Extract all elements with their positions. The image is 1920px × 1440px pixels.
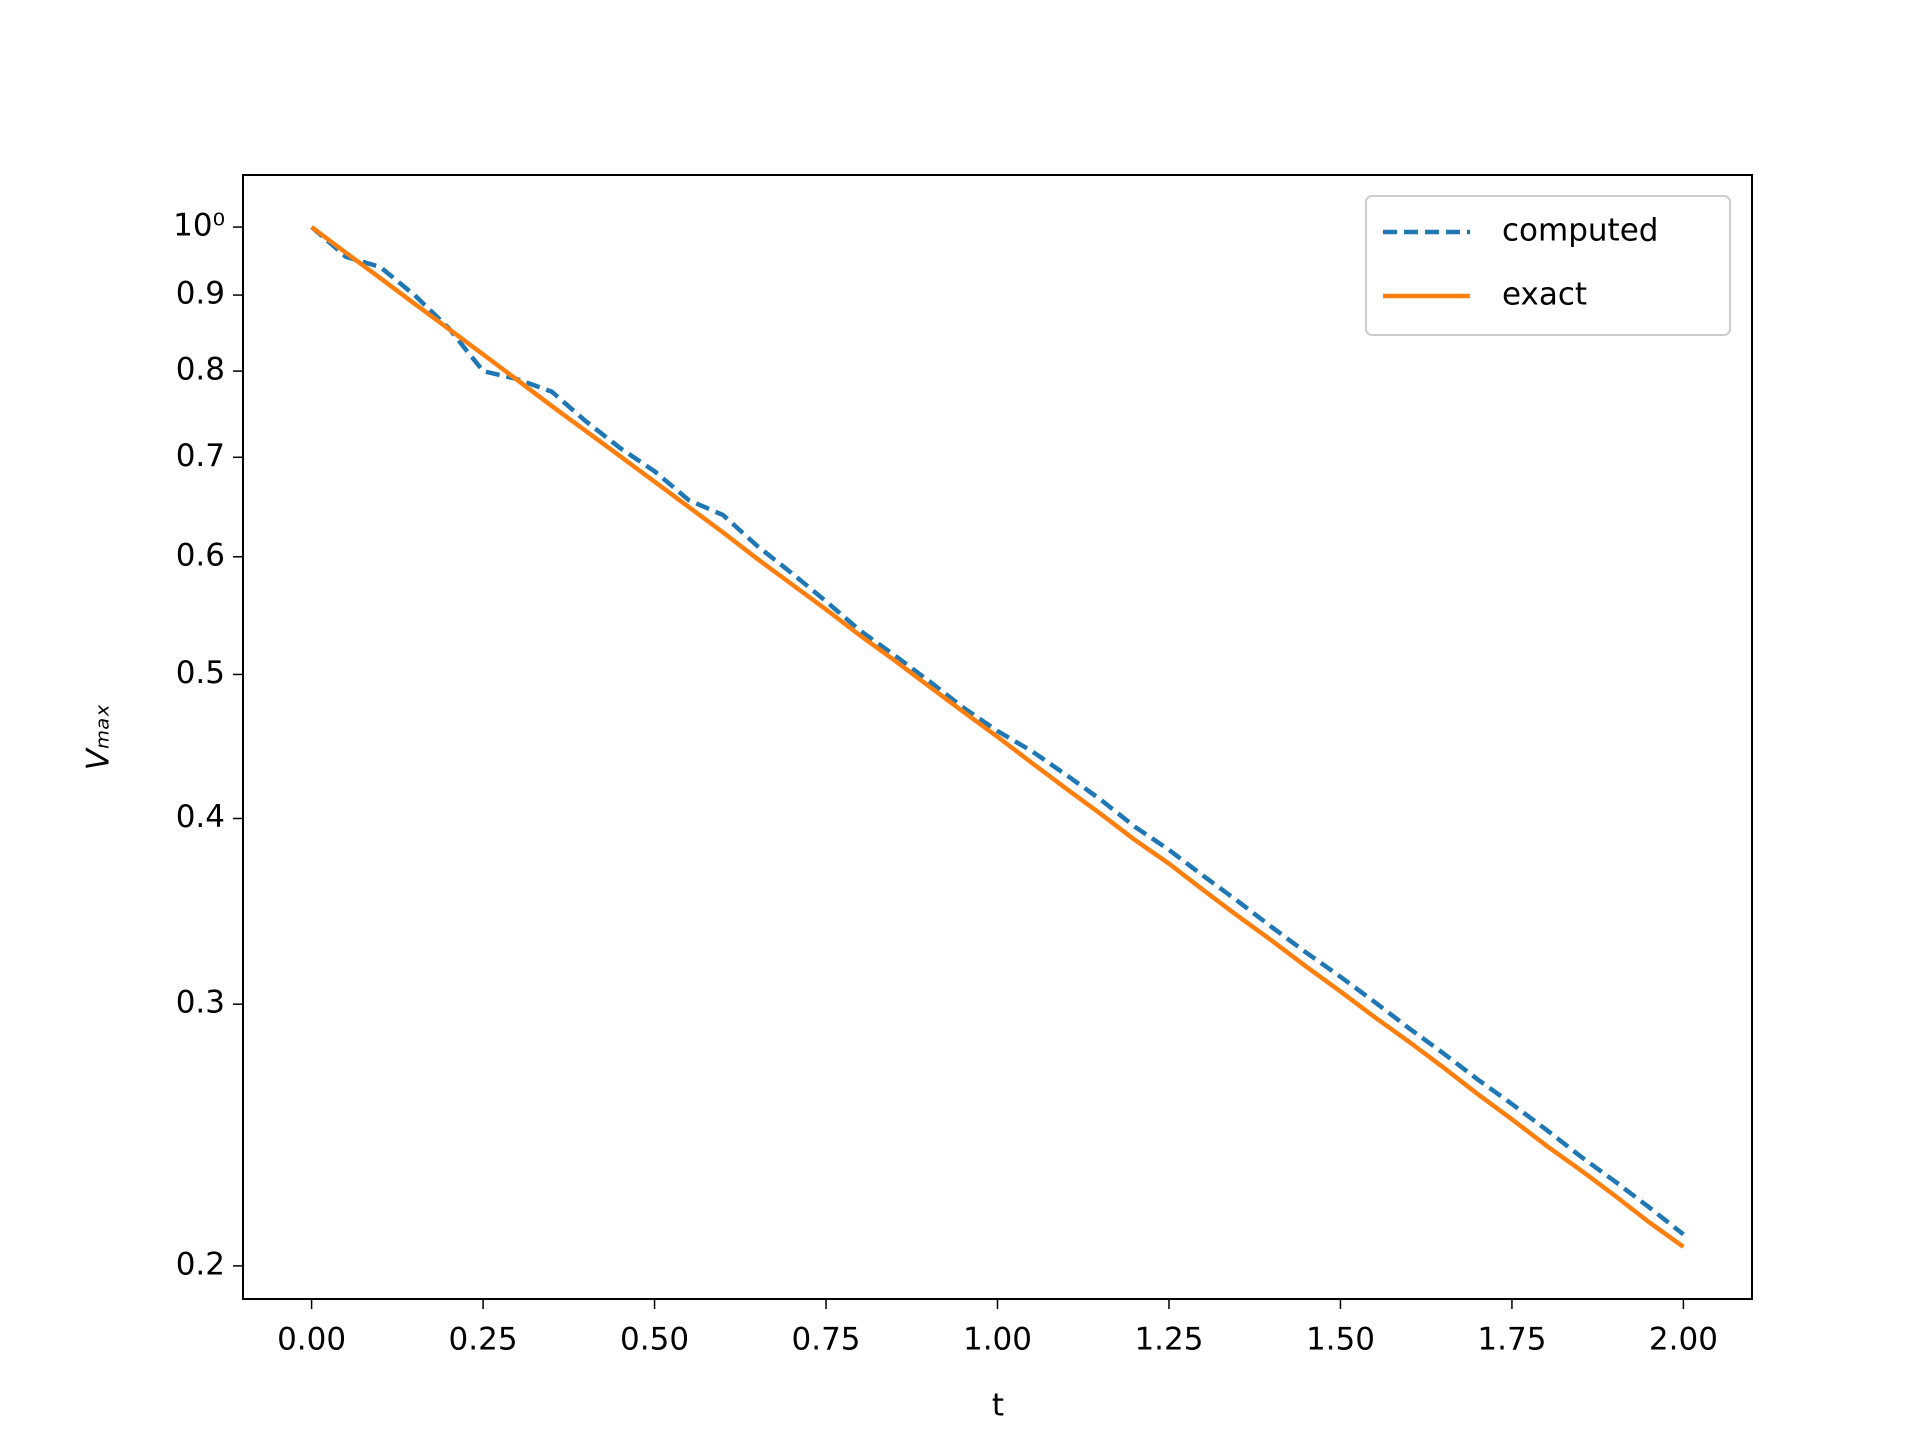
y-tick-label: 0.3: [176, 985, 225, 1021]
x-tick-label: 2.00: [1649, 1322, 1718, 1358]
legend-label: exact: [1502, 277, 1587, 313]
data-line: [310, 225, 1685, 1249]
plot-frame: [242, 174, 1753, 1300]
legend: computed exact: [1365, 195, 1731, 336]
y-tick-label: 0.6: [176, 537, 225, 573]
legend-label: computed: [1502, 213, 1658, 249]
x-tick-label: 0.00: [277, 1322, 346, 1358]
x-tick-label: 1.25: [1134, 1322, 1203, 1358]
x-tick-label: 1.50: [1306, 1322, 1375, 1358]
y-tick-label: 0.5: [176, 655, 225, 691]
x-axis-label: t: [992, 1388, 1004, 1424]
data-line: [310, 225, 1685, 1237]
x-tick-label: 0.50: [620, 1322, 689, 1358]
x-tick-label: 1.75: [1477, 1322, 1546, 1358]
y-tick-label: 10⁰: [173, 208, 225, 244]
y-tick-label: 0.4: [176, 799, 225, 835]
x-tick-label: 1.00: [963, 1322, 1032, 1358]
x-tick-label: 0.75: [792, 1322, 861, 1358]
x-tick-label: 0.25: [449, 1322, 518, 1358]
y-tick-label: 0.7: [176, 438, 225, 474]
y-tick-label: 0.8: [176, 352, 225, 388]
y-tick-label: 0.2: [176, 1246, 225, 1282]
y-axis-label: Vₘₐₓ: [81, 704, 117, 770]
y-tick-label: 0.9: [176, 276, 225, 312]
